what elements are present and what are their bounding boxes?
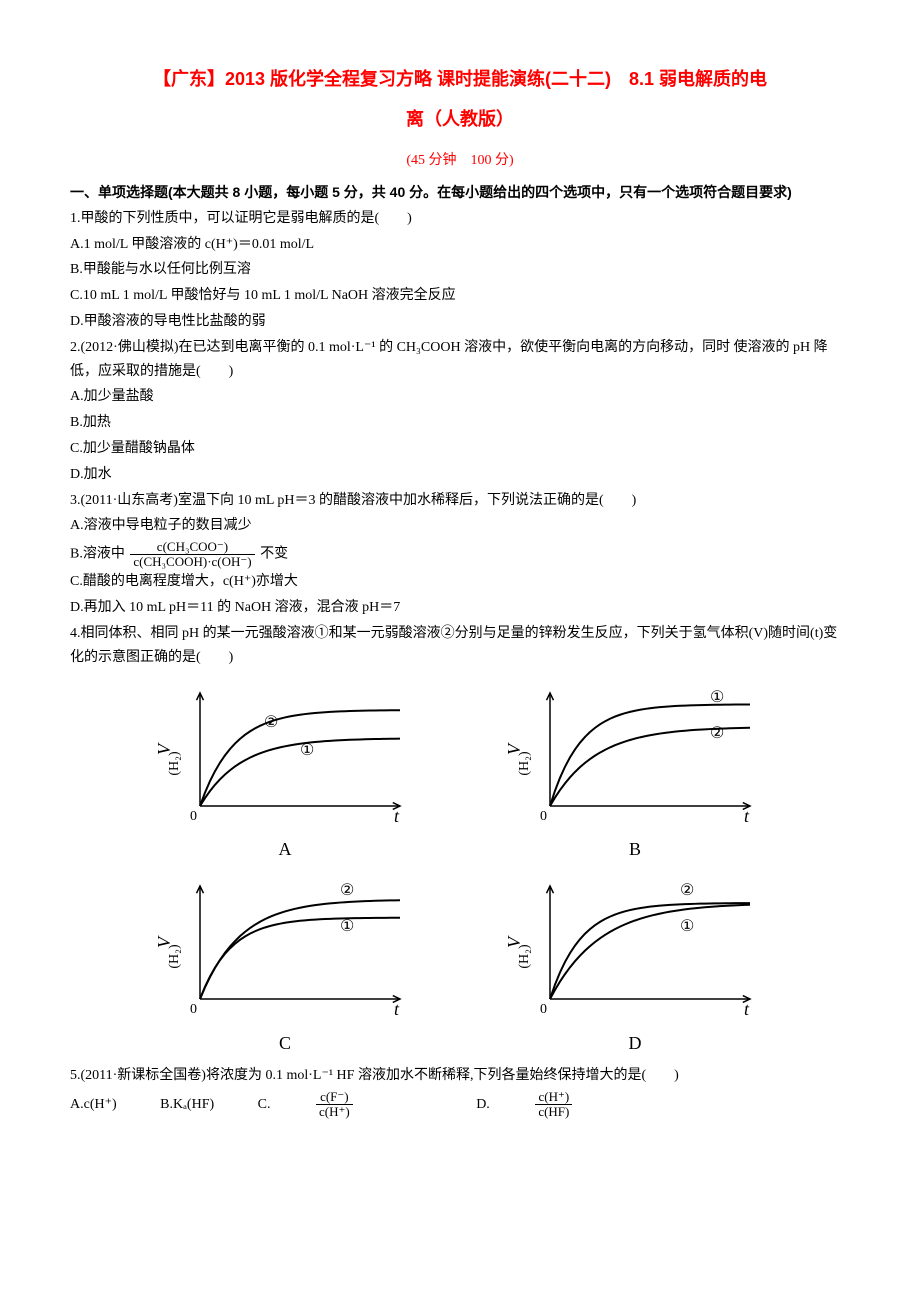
q5-d-pre: D. <box>476 1093 490 1117</box>
q4-chart-label: A <box>155 834 415 865</box>
svg-text:①: ① <box>300 742 314 759</box>
q3-opt-c: C.醋酸的电离程度增大，c(H⁺)亦增大 <box>70 570 850 594</box>
svg-text:(H₂): (H₂) <box>167 751 182 776</box>
q5-c-frac: c(F⁻) c(H⁺) <box>316 1090 393 1118</box>
q3-opt-b: B.溶液中 c(CH₃COO⁻) c(CH₃COOH)·c(OH⁻) 不变 <box>70 540 850 568</box>
q1-opt-b: B.甲酸能与水以任何比例互溶 <box>70 258 850 282</box>
title-line1: 【广东】2013 版化学全程复习方略 课时提能演练(二十二) 8.1 弱电解质的… <box>70 60 850 100</box>
q5-c-num: c(F⁻) <box>316 1090 353 1105</box>
svg-text:②: ② <box>680 882 694 899</box>
svg-text:(H₂): (H₂) <box>167 944 182 969</box>
q2-stem: 2.(2012·佛山模拟)在已达到电离平衡的 0.1 mol·L⁻¹ 的 CH₃… <box>70 336 850 384</box>
svg-text:②: ② <box>264 714 278 731</box>
section-1-heading: 一、单项选择题(本大题共 8 小题，每小题 5 分，共 40 分。在每小题给出的… <box>70 181 850 205</box>
svg-text:t: t <box>744 806 750 826</box>
q5-d-frac: c(H⁺) c(HF) <box>535 1090 612 1118</box>
q5-c-den: c(H⁺) <box>316 1105 353 1119</box>
q5-stem: 5.(2011·新课标全国卷)将浓度为 0.1 mol·L⁻¹ HF 溶液加水不… <box>70 1064 850 1088</box>
svg-text:②: ② <box>340 882 354 899</box>
q5-d-num: c(H⁺) <box>535 1090 572 1105</box>
q5-opt-a: A.c(H⁺) <box>70 1093 117 1117</box>
svg-text:0: 0 <box>540 1002 547 1017</box>
q4-stem: 4.相同体积、相同 pH 的某一元强酸溶液①和某一元弱酸溶液②分别与足量的锌粉发… <box>70 622 850 670</box>
q5-opt-c: C. c(F⁻) c(H⁺) <box>258 1090 433 1118</box>
q1-opt-a: A.1 mol/L 甲酸溶液的 c(H⁺)＝0.01 mol/L <box>70 233 850 257</box>
q3-stem: 3.(2011·山东高考)室温下向 10 mL pH＝3 的醋酸溶液中加水稀释后… <box>70 489 850 513</box>
q3-opt-d: D.再加入 10 mL pH＝11 的 NaOH 溶液，混合液 pH＝7 <box>70 596 850 620</box>
q3-b-num: c(CH₃COO⁻) <box>130 540 254 555</box>
q2-opt-a: A.加少量盐酸 <box>70 385 850 409</box>
q3-b-pre: B.溶液中 <box>70 547 125 562</box>
q5-options: A.c(H⁺) B.Kₐ(HF) C. c(F⁻) c(H⁺) D. c(H⁺)… <box>70 1090 850 1118</box>
q5-d-den: c(HF) <box>535 1105 572 1119</box>
svg-text:①: ① <box>680 918 694 935</box>
q1-opt-c: C.10 mL 1 mol/L 甲酸恰好与 10 mL 1 mol/L NaOH… <box>70 284 850 308</box>
q4-chart-b: V(H₂)0t①②B <box>505 678 765 865</box>
svg-text:②: ② <box>710 725 724 742</box>
q4-chart-d: V(H₂)0t②①D <box>505 871 765 1058</box>
q1-opt-d: D.甲酸溶液的导电性比盐酸的弱 <box>70 310 850 334</box>
q3-b-den: c(CH₃COOH)·c(OH⁻) <box>130 555 254 569</box>
timing-info: (45 分钟 100 分) <box>70 149 850 173</box>
svg-text:t: t <box>394 999 400 1019</box>
q1-stem: 1.甲酸的下列性质中，可以证明它是弱电解质的是( ) <box>70 207 850 231</box>
q4-charts-grid: V(H₂)0t②①AV(H₂)0t①②BV(H₂)0t②①CV(H₂)0t②①D <box>140 678 780 1059</box>
q3-b-post: 不变 <box>260 547 288 562</box>
q4-chart-label: B <box>505 834 765 865</box>
title-line2: 离（人教版） <box>70 100 850 140</box>
q5-opt-d: D. c(H⁺) c(HF) <box>476 1090 652 1118</box>
svg-text:①: ① <box>340 918 354 935</box>
q4-chart-c: V(H₂)0t②①C <box>155 871 415 1058</box>
svg-text:(H₂): (H₂) <box>517 944 532 969</box>
q2-opt-c: C.加少量醋酸钠晶体 <box>70 437 850 461</box>
svg-text:0: 0 <box>190 1002 197 1017</box>
q2-opt-d: D.加水 <box>70 463 850 487</box>
q3-opt-a: A.溶液中导电粒子的数目减少 <box>70 514 850 538</box>
q2-opt-b: B.加热 <box>70 411 850 435</box>
q5-c-pre: C. <box>258 1093 271 1117</box>
q4-chart-label: D <box>505 1028 765 1059</box>
q3-b-frac: c(CH₃COO⁻) c(CH₃COOH)·c(OH⁻) <box>130 540 254 568</box>
page-title: 【广东】2013 版化学全程复习方略 课时提能演练(二十二) 8.1 弱电解质的… <box>70 60 850 139</box>
svg-text:①: ① <box>710 689 724 706</box>
svg-text:(H₂): (H₂) <box>517 751 532 776</box>
q4-chart-label: C <box>155 1028 415 1059</box>
svg-text:0: 0 <box>540 809 547 824</box>
svg-text:t: t <box>744 999 750 1019</box>
q5-opt-b: B.Kₐ(HF) <box>160 1093 214 1117</box>
svg-text:t: t <box>394 806 400 826</box>
svg-text:0: 0 <box>190 809 197 824</box>
q4-chart-a: V(H₂)0t②①A <box>155 678 415 865</box>
